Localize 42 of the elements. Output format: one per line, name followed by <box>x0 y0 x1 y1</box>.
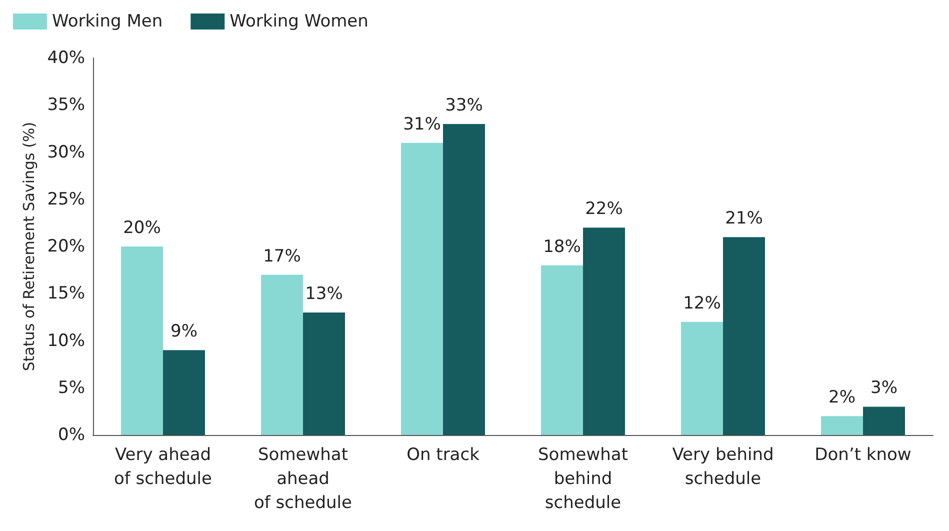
bar <box>121 246 163 435</box>
data-label: 17% <box>263 246 301 266</box>
bar <box>401 142 443 435</box>
y-tick-label: 30% <box>47 142 85 162</box>
x-tick-label: Somewhat ahead of schedule <box>254 445 352 513</box>
data-label: 33% <box>445 95 483 116</box>
y-axis-title: Status of Retirement Savings (%) <box>20 122 38 372</box>
legend-label: Working Men <box>52 12 163 32</box>
data-label: 12% <box>683 293 721 314</box>
bar <box>583 228 625 435</box>
data-label: 13% <box>305 284 343 304</box>
bar <box>821 416 863 435</box>
x-tick-label: Somewhat behind schedule <box>538 445 628 513</box>
y-tick-label: 20% <box>47 236 85 256</box>
x-tick-label: Don’t know <box>814 445 912 465</box>
bar <box>863 406 905 435</box>
data-label: 18% <box>543 236 581 257</box>
data-label: 9% <box>170 322 198 342</box>
x-tick-label: Very behind schedule <box>672 445 774 489</box>
bar <box>723 237 765 435</box>
bar <box>681 322 723 435</box>
bar <box>443 124 485 435</box>
y-tick-label: 10% <box>47 330 85 351</box>
x-tick-label: Very ahead of schedule <box>114 445 212 489</box>
data-label: 20% <box>123 218 161 238</box>
data-label: 31% <box>403 114 441 134</box>
data-label: 3% <box>870 378 898 398</box>
legend-label: Working Women <box>230 12 368 32</box>
bar <box>303 312 345 435</box>
y-tick-label: 15% <box>47 284 85 304</box>
y-tick-label: 25% <box>47 189 85 210</box>
y-tick-label: 0% <box>58 425 85 445</box>
y-tick-label: 35% <box>47 95 85 116</box>
bar <box>163 350 205 435</box>
data-label: 2% <box>828 388 856 408</box>
x-tick-label: On track <box>406 445 480 465</box>
data-label: 21% <box>725 208 763 229</box>
bar <box>261 274 303 435</box>
data-label: 22% <box>585 199 623 220</box>
y-tick-label: 5% <box>58 378 85 398</box>
bar <box>541 265 583 435</box>
y-tick-label: 40% <box>47 48 85 68</box>
